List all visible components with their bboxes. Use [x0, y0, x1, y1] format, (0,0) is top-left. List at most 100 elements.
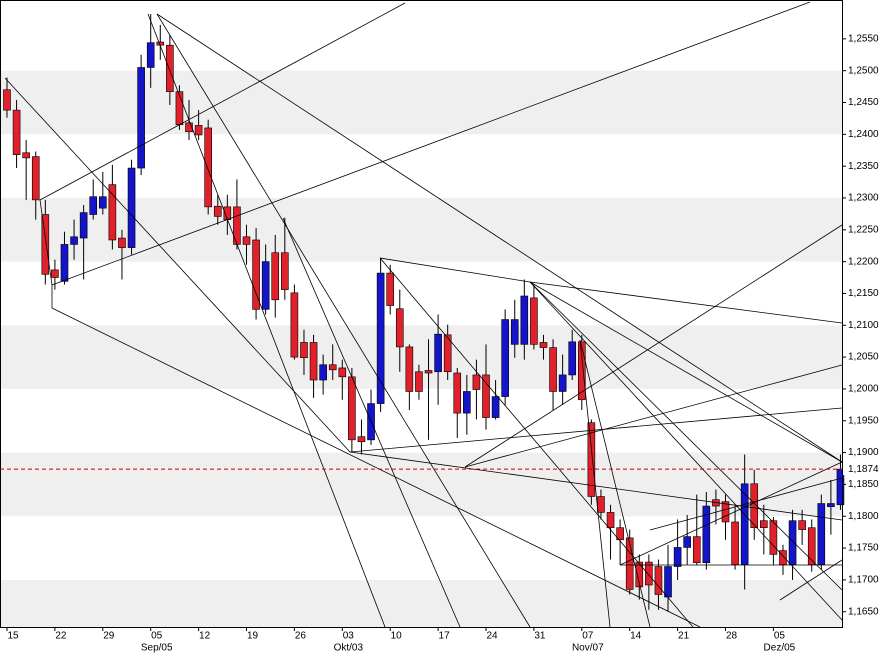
candle-body [807, 527, 816, 565]
x-tick-label: 03 [343, 631, 355, 642]
current-price-label: 1,1874 [848, 464, 879, 475]
candle-body [654, 566, 663, 595]
candle-body [70, 236, 78, 245]
candle-body [357, 436, 366, 443]
candle-body [769, 520, 778, 555]
current-price-box [843, 463, 885, 476]
candle-body [673, 547, 682, 567]
trend-line [529, 281, 843, 463]
candle-body [252, 239, 260, 310]
candle-body [185, 122, 193, 133]
trend-line [529, 281, 843, 591]
month-label: Sep/05 [141, 643, 173, 654]
x-tick-label: 29 [103, 631, 115, 642]
candle-body [99, 196, 107, 209]
candle-body [424, 370, 433, 374]
candle-body [415, 371, 423, 392]
candle-body [472, 374, 481, 390]
candle-body [395, 308, 404, 348]
candle-body [137, 67, 145, 169]
trend-line [779, 559, 843, 601]
x-tick-label: 31 [534, 631, 546, 642]
x-tick-label: 07 [582, 631, 594, 642]
candle-body [376, 272, 385, 404]
x-tick-label: 14 [630, 631, 642, 642]
y-tick-label: 1,1950 [848, 415, 879, 426]
x-tick-label: 24 [486, 631, 498, 642]
trend-line [379, 257, 531, 283]
trend-line [619, 461, 843, 566]
candle-body [683, 536, 691, 548]
candle-body [12, 109, 21, 155]
candle-body [443, 334, 452, 373]
candle-body [242, 236, 251, 245]
candle-body [616, 527, 624, 541]
y-tick-label: 1,2350 [848, 161, 879, 172]
candle-body [204, 127, 212, 208]
candle-body [261, 261, 270, 310]
y-tick-label: 1,2150 [848, 288, 879, 299]
candle-body [166, 44, 174, 92]
candle-body [798, 520, 806, 530]
candle-body [175, 91, 184, 126]
candle-body [558, 374, 567, 392]
candle-body [482, 374, 490, 418]
candle-body [577, 341, 586, 401]
candle-body [530, 297, 538, 345]
trend-line [379, 257, 694, 628]
candle-body [453, 372, 462, 414]
x-tick-label: 28 [726, 631, 738, 642]
candles [3, 14, 845, 612]
candle-body [625, 537, 634, 590]
trend-line [349, 451, 843, 521]
candle-body [127, 167, 136, 248]
candle-body [108, 184, 117, 241]
candle-body [309, 342, 318, 381]
trend-lines [4, 1, 843, 628]
candle-body [491, 396, 500, 418]
candle-body [60, 244, 69, 282]
candle-body [760, 520, 768, 528]
month-label: Okt/03 [334, 643, 364, 654]
trend-line [349, 407, 843, 453]
candle-body [3, 89, 11, 111]
candle-body [300, 342, 308, 359]
x-tick-label: 19 [247, 631, 259, 642]
y-tick-label: 1,1800 [848, 511, 879, 522]
candle-body [386, 272, 395, 306]
band [0, 197, 842, 262]
x-tick-label: 05 [151, 631, 163, 642]
trend-line [147, 13, 386, 628]
candle-body [597, 496, 605, 513]
candle-body [271, 252, 280, 301]
x-tick-label: 26 [295, 631, 307, 642]
x-tick-label: 22 [55, 631, 67, 642]
candle-body [606, 512, 615, 528]
candle-body [587, 422, 596, 497]
y-tick-label: 1,1700 [848, 575, 879, 586]
month-label: Dez/05 [764, 643, 796, 654]
axes: 1,2550 1,2500 1,2450 1,2400 1,2350 1,2300 1,22… [0, 33, 885, 654]
candle-body [146, 42, 155, 68]
trend-line [464, 364, 843, 468]
y-tick-label: 1,2500 [848, 65, 879, 76]
trend-line [464, 224, 843, 468]
y-tick-label: 1,1850 [848, 479, 879, 490]
candle-body [233, 206, 241, 245]
candle-body [568, 341, 577, 376]
trend-line [51, 307, 701, 628]
y-tick-label: 1,1750 [848, 543, 879, 554]
y-tick-label: 1,2000 [848, 384, 879, 395]
trend-line [579, 339, 611, 628]
y-tick-label: 1,2100 [848, 320, 879, 331]
y-tick-label: 1,2450 [848, 97, 879, 108]
candle-body [692, 536, 701, 564]
trend-line [156, 13, 843, 463]
candle-body [281, 252, 289, 290]
candle-body [539, 342, 548, 348]
trend-line [39, 199, 53, 286]
candle-body [779, 550, 787, 565]
y-tick-label: 1,2400 [848, 129, 879, 140]
candle-body [348, 376, 356, 441]
